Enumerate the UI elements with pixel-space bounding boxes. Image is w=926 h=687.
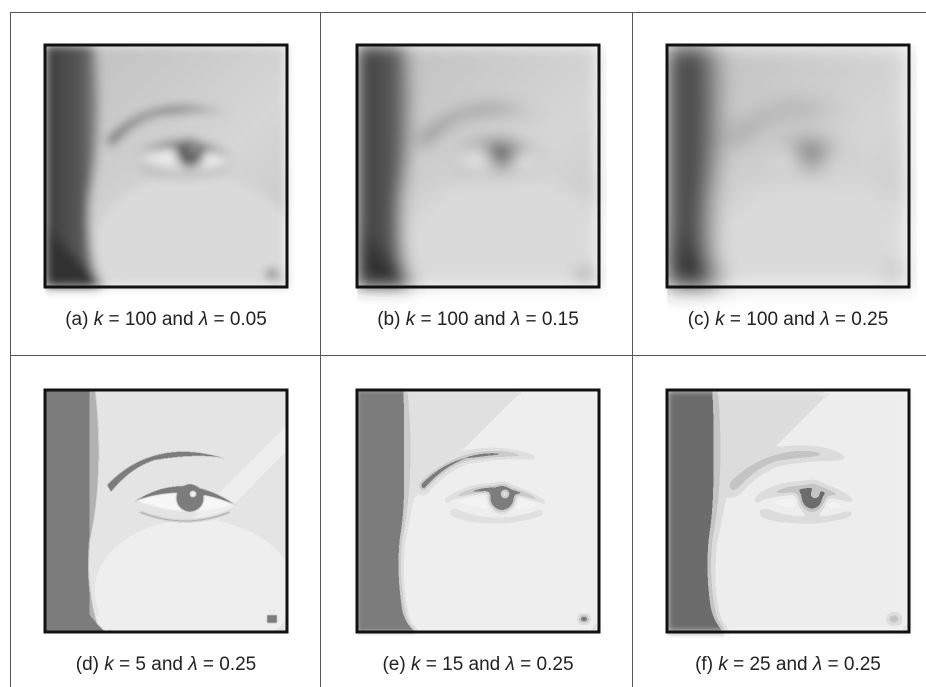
caption: (b) k = 100 and λ = 0.15 xyxy=(377,309,579,330)
face-image xyxy=(667,45,917,315)
face-image xyxy=(357,390,607,660)
caption-part: (e) xyxy=(382,654,411,675)
caption-part: = 25 and xyxy=(728,654,813,675)
caption-part: = 100 and xyxy=(415,309,511,330)
caption-part: = 0.15 xyxy=(520,309,579,330)
caption-part: = 0.25 xyxy=(830,309,889,330)
caption-part: (c) xyxy=(688,309,715,330)
face-image xyxy=(45,390,295,660)
caption: (c) k = 100 and λ = 0.25 xyxy=(688,309,889,330)
panel: (b) k = 100 and λ = 0.15 xyxy=(357,45,607,330)
caption-part: = 15 and xyxy=(420,654,505,675)
caption-part: λ xyxy=(198,309,208,330)
face-image xyxy=(45,45,295,315)
panel-image xyxy=(357,390,607,660)
caption-part: λ xyxy=(510,309,520,330)
caption-part: λ xyxy=(812,654,822,675)
caption-part: = 0.25 xyxy=(822,654,881,675)
panel-image xyxy=(667,45,917,315)
panel-image xyxy=(667,390,917,660)
caption-part: (f) xyxy=(695,654,718,675)
panel: (e) k = 15 and λ = 0.25 xyxy=(357,390,607,675)
caption-part: (d) xyxy=(76,654,105,675)
panel: (d) k = 5 and λ = 0.25 xyxy=(45,390,295,675)
panel-image xyxy=(45,390,295,660)
caption-part: (a) xyxy=(65,309,94,330)
caption-part: = 100 and xyxy=(725,309,821,330)
caption: (d) k = 5 and λ = 0.25 xyxy=(76,654,256,675)
caption-part: λ xyxy=(505,654,515,675)
caption-part: (b) xyxy=(377,309,406,330)
caption-part: = 0.05 xyxy=(208,309,267,330)
caption-part: = 100 and xyxy=(103,309,199,330)
caption: (a) k = 100 and λ = 0.05 xyxy=(65,309,267,330)
caption-part: λ xyxy=(819,309,829,330)
caption: (e) k = 15 and λ = 0.25 xyxy=(382,654,573,675)
caption-part: = 0.25 xyxy=(198,654,257,675)
caption-part: = 5 and xyxy=(114,654,188,675)
panel: (c) k = 100 and λ = 0.25 xyxy=(667,45,917,330)
panel-image xyxy=(357,45,607,315)
caption-part: = 0.25 xyxy=(515,654,574,675)
panel: (f) k = 25 and λ = 0.25 xyxy=(667,390,917,675)
caption-part: λ xyxy=(187,654,197,675)
figure: (a) k = 100 and λ = 0.05 (b) k = 100 and … xyxy=(0,0,926,687)
panel-image xyxy=(45,45,295,315)
panel: (a) k = 100 and λ = 0.05 xyxy=(45,45,295,330)
caption: (f) k = 25 and λ = 0.25 xyxy=(695,654,881,675)
face-image xyxy=(667,390,917,660)
face-image xyxy=(357,45,607,315)
panels: (a) k = 100 and λ = 0.05 (b) k = 100 and … xyxy=(45,45,917,675)
